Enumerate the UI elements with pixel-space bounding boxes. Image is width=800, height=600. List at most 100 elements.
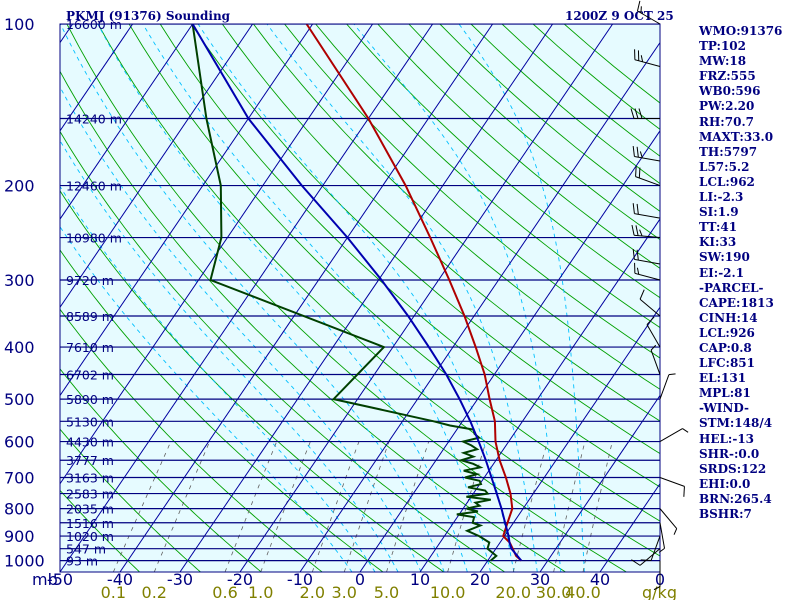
wind-barb: [634, 262, 661, 281]
height-label: 7610 m: [66, 340, 114, 355]
height-label: 2035 m: [66, 502, 114, 517]
isotherm-line: [60, 24, 374, 485]
wind-barb-flag: [682, 428, 689, 433]
moist-adiabat-line: [60, 139, 399, 572]
wind-barb-flag: [636, 203, 639, 215]
temperature-tick-label: -30: [167, 570, 193, 589]
plot-area: [0, 24, 660, 572]
wind-barb-staff: [634, 272, 661, 281]
isotherm-line: [60, 24, 194, 220]
index-item: BSHR:7: [699, 507, 752, 521]
wind-barb-flag: [638, 108, 643, 119]
height-label: 9720 m: [66, 273, 114, 288]
wind-barb: [634, 49, 661, 67]
temperature-line: [305, 24, 522, 562]
wind-barb-flag: [631, 559, 641, 566]
height-label: 8589 m: [66, 309, 114, 324]
temperature-tick-label: 30: [530, 570, 550, 589]
height-label: 6702 m: [66, 368, 114, 383]
index-item: EL:131: [699, 371, 747, 386]
temperature-tick-label: -10: [287, 570, 313, 589]
index-item: -WIND-: [699, 401, 749, 416]
pressure-tick-label: 900: [4, 527, 35, 546]
wind-barb: [632, 203, 661, 219]
wind-barb-staff: [634, 155, 661, 162]
wind-barb: [636, 0, 661, 25]
index-item: FRZ:555: [699, 69, 756, 84]
mixing-ratio-label: 10.0: [430, 583, 466, 600]
mixing-ratio-label: 0.2: [142, 583, 167, 600]
isotherm-line: [60, 24, 134, 132]
height-label: 16600 m: [66, 17, 122, 32]
plot-frame: [59, 23, 661, 573]
wind-barb: [639, 289, 661, 317]
dry-adiabat-line: [60, 249, 384, 572]
height-label: 5130 m: [66, 414, 114, 429]
mixing-ratio-line: [153, 441, 211, 572]
index-item: SRDS:122: [699, 461, 767, 476]
mixing-ratio-label: 40.0: [565, 583, 601, 600]
moist-adiabat-line: [60, 24, 445, 572]
mixing-ratio-line: [582, 441, 613, 572]
wind-barb: [632, 249, 661, 265]
index-item: CAPE:1813: [699, 295, 774, 310]
isotherm-line: [60, 24, 434, 572]
wind-barb-flag: [632, 146, 635, 157]
dry-adiabat-line: [377, 24, 660, 269]
dry-adiabat-line: [221, 24, 660, 422]
mixing-ratio-line: [343, 441, 390, 572]
pressure-tick-label: 200: [4, 177, 35, 196]
wind-barb: [635, 166, 661, 187]
isotherm-line: [119, 24, 494, 572]
index-item: -PARCEL-: [699, 280, 764, 295]
height-label: 10980 m: [66, 231, 122, 246]
wind-barb: [658, 522, 666, 553]
isotherm-line: [0, 24, 13, 572]
wind-barb-flag: [631, 224, 635, 236]
pressure-tick-label: 1000: [4, 552, 45, 571]
height-label: 93 m: [66, 554, 98, 569]
mixing-ratio-line: [260, 441, 311, 572]
index-item: L57:5.2: [699, 159, 750, 174]
wind-barb-staff: [634, 258, 661, 265]
wind-barb-flag: [636, 249, 639, 261]
pressure-tick-label: 100: [4, 15, 35, 34]
index-item: LCL:962: [699, 174, 755, 189]
wind-barb-flag: [646, 316, 655, 325]
wind-barb: [646, 316, 661, 348]
wind-barb-flag: [638, 167, 641, 179]
mixing-ratio-label: 2.0: [300, 583, 325, 600]
wind-barb-flag: [636, 267, 640, 275]
dry-adiabat-line: [60, 189, 445, 572]
height-label: 14240 m: [66, 111, 122, 126]
station-title: PKMJ (91376) Sounding: [66, 9, 231, 23]
mixing-ratio-line: [224, 441, 278, 572]
moist-adiabat-line: [458, 24, 585, 572]
wind-barb-staff: [659, 508, 678, 529]
wind-barb: [659, 373, 676, 400]
dry-adiabat-line: [190, 24, 660, 455]
wind-barb-flag: [640, 55, 644, 62]
wind-barb: [630, 108, 660, 119]
wind-barb-flag: [653, 586, 661, 591]
wind-barb-staff: [646, 324, 661, 348]
indices-panel: WMO:91376 TP:102 MW:18 FRZ:555 WB0:596 PW:2.2…: [699, 24, 782, 522]
wind-barb-staff: [659, 374, 670, 400]
dry-adiabat-line: [284, 24, 660, 359]
wind-barb: [650, 344, 661, 375]
moist-adiabat-line: [97, 24, 468, 572]
wind-barb-staff: [634, 234, 661, 239]
height-label: 5890 m: [66, 392, 114, 407]
temperature-tick-label: -40: [107, 570, 133, 589]
wind-barb-flag: [636, 146, 639, 158]
height-label: 1020 m: [66, 529, 114, 544]
wind-barb-flag: [635, 225, 639, 236]
mixing-ratio-label: 3.0: [332, 583, 357, 600]
mixing-ratio-line: [386, 441, 430, 572]
index-item: SHR-:0.0: [699, 446, 760, 461]
height-label: 2583 m: [66, 487, 114, 502]
index-item: TH:5797: [699, 144, 758, 159]
index-item: KI:33: [699, 235, 737, 250]
index-item: CINH:14: [699, 310, 758, 325]
dry-adiabat-line: [97, 24, 660, 557]
